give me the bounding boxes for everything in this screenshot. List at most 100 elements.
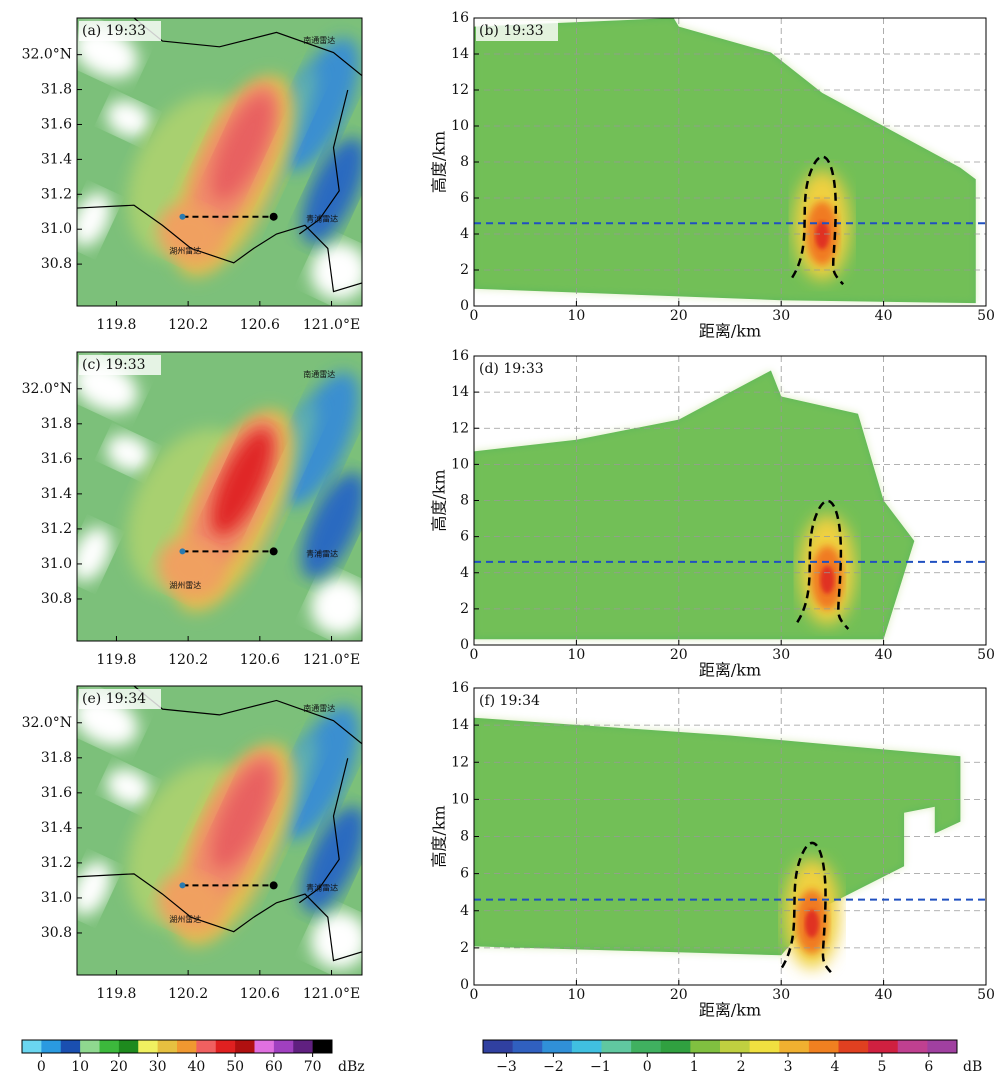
- y-tick-label: 31.8: [41, 416, 72, 432]
- colorbar-swatch: [927, 1040, 958, 1053]
- colorbar-swatch: [293, 1040, 314, 1053]
- panel-label-bg: [79, 689, 161, 709]
- colorbar-tick-label: −1: [590, 1059, 611, 1075]
- x-tick-label: 40: [875, 647, 893, 663]
- y-tick-label: 4: [460, 903, 469, 919]
- x-axis-label: 距离/km: [699, 661, 761, 680]
- y-tick-label: 30.8: [41, 925, 72, 941]
- x-tick-label: 20: [670, 647, 688, 663]
- x-tick-label: 120.6: [240, 317, 280, 333]
- echo-blob: [157, 872, 225, 933]
- frame: [76, 351, 363, 642]
- panel-label: (e) 19:34: [82, 691, 146, 707]
- coverage-shade: [474, 18, 976, 304]
- colorbar-swatch: [897, 1040, 928, 1053]
- echo-blob: [211, 762, 273, 870]
- radar-field: [77, 686, 362, 975]
- y-tick-label: 31.2: [41, 855, 72, 871]
- y-tick-label: 6: [460, 190, 469, 206]
- y-tick-label: 12: [451, 82, 469, 98]
- panel-label-bg: [476, 21, 558, 41]
- radar-label: 青浦雷达: [306, 882, 338, 892]
- x-tick-label: 119.8: [96, 986, 136, 1002]
- colorbar-tick-label: 6: [924, 1059, 933, 1075]
- panel-label: (f) 19:34: [479, 693, 540, 709]
- x-tick-label: 0: [470, 987, 479, 1003]
- y-tick-label: 31.4: [41, 151, 72, 167]
- x-axis-label: 距离/km: [699, 322, 761, 341]
- panel-label-bg: [79, 355, 161, 375]
- y-tick-label: 0: [460, 298, 469, 314]
- y-tick-label: 30.8: [41, 591, 72, 607]
- zdr-field: [474, 370, 915, 640]
- echo-blob: [106, 100, 151, 138]
- echo-blob: [211, 428, 273, 536]
- y-tick-label: 16: [451, 680, 469, 696]
- colorbar-swatch: [838, 1040, 869, 1053]
- radar-label: 南通雷达: [303, 703, 335, 713]
- y-tick-label: 31.0: [41, 221, 72, 237]
- colorbar-swatch: [99, 1040, 120, 1053]
- y-tick-label: 32.0°N: [22, 381, 72, 397]
- y-tick-label: 31.0: [41, 556, 72, 572]
- y-tick-label: 2: [460, 940, 469, 956]
- echo-blob: [301, 806, 362, 913]
- colorbar-frame: [21, 1039, 333, 1054]
- y-tick-label: 32.0°N: [22, 715, 72, 731]
- echo-blob: [301, 137, 362, 244]
- colorbar-unit: dB: [963, 1059, 982, 1075]
- panel-label: (d) 19:33: [479, 361, 544, 377]
- colorbar-swatch: [631, 1040, 662, 1053]
- echo-blob: [157, 204, 225, 264]
- y-tick-label: 8: [460, 154, 469, 170]
- x-tick-label: 120.2: [168, 986, 208, 1002]
- y-tick-label: 10: [451, 118, 469, 134]
- colorbar-swatch: [235, 1040, 255, 1053]
- x-tick-label: 0: [470, 647, 479, 663]
- y-axis-label: 高度/km: [430, 131, 449, 193]
- y-tick-label: 31.6: [41, 451, 72, 467]
- x-tick-label: 40: [875, 987, 893, 1003]
- y-tick-label: 2: [460, 601, 469, 617]
- y-tick-label: 4: [460, 565, 469, 581]
- y-tick-label: 0: [460, 977, 469, 993]
- y-tick-label: 31.4: [41, 486, 72, 502]
- zdr-field: [474, 717, 961, 969]
- zdr-column-contour: [780, 841, 834, 976]
- y-tick-label: 31.2: [41, 521, 72, 537]
- panel-label: (a) 19:33: [82, 23, 146, 39]
- core-peak: [815, 221, 830, 250]
- y-tick-label: 12: [451, 420, 469, 436]
- echo-blob: [77, 527, 111, 582]
- y-tick-label: 14: [451, 384, 469, 400]
- core-peak: [820, 565, 835, 594]
- x-axis-label: 距离/km: [699, 1001, 761, 1020]
- colorbar-tick-label: 2: [737, 1059, 746, 1075]
- colorbar-swatch: [157, 1040, 178, 1053]
- x-tick-label: 121.0°E: [303, 986, 360, 1002]
- colorbar-tick-label: 0: [643, 1059, 652, 1075]
- colorbar-swatch: [542, 1040, 573, 1053]
- y-tick-label: 2: [460, 262, 469, 278]
- colorbar-tick-label: 4: [831, 1059, 840, 1075]
- colorbar-tick-label: 30: [149, 1059, 167, 1075]
- colorbar-swatch: [41, 1040, 62, 1053]
- y-tick-label: 14: [451, 717, 469, 733]
- panel-label: (b) 19:33: [479, 23, 544, 39]
- core-peak: [804, 909, 819, 938]
- y-tick-label: 31.8: [41, 82, 72, 98]
- radar-label: 青浦雷达: [306, 214, 338, 224]
- y-axis-label: 高度/km: [430, 469, 449, 531]
- colorbar-swatch: [196, 1040, 217, 1053]
- boundary: [298, 758, 349, 904]
- x-tick-label: 0: [470, 308, 479, 324]
- colorbar-swatch: [483, 1040, 514, 1053]
- x-tick-label: 120.6: [240, 986, 280, 1002]
- colorbar-swatch: [868, 1040, 899, 1053]
- x-tick-label: 10: [567, 308, 585, 324]
- boundary: [77, 204, 362, 293]
- colorbar-tick-label: 10: [71, 1059, 89, 1075]
- x-tick-label: 121.0°E: [303, 652, 360, 668]
- echo-blob: [106, 768, 151, 806]
